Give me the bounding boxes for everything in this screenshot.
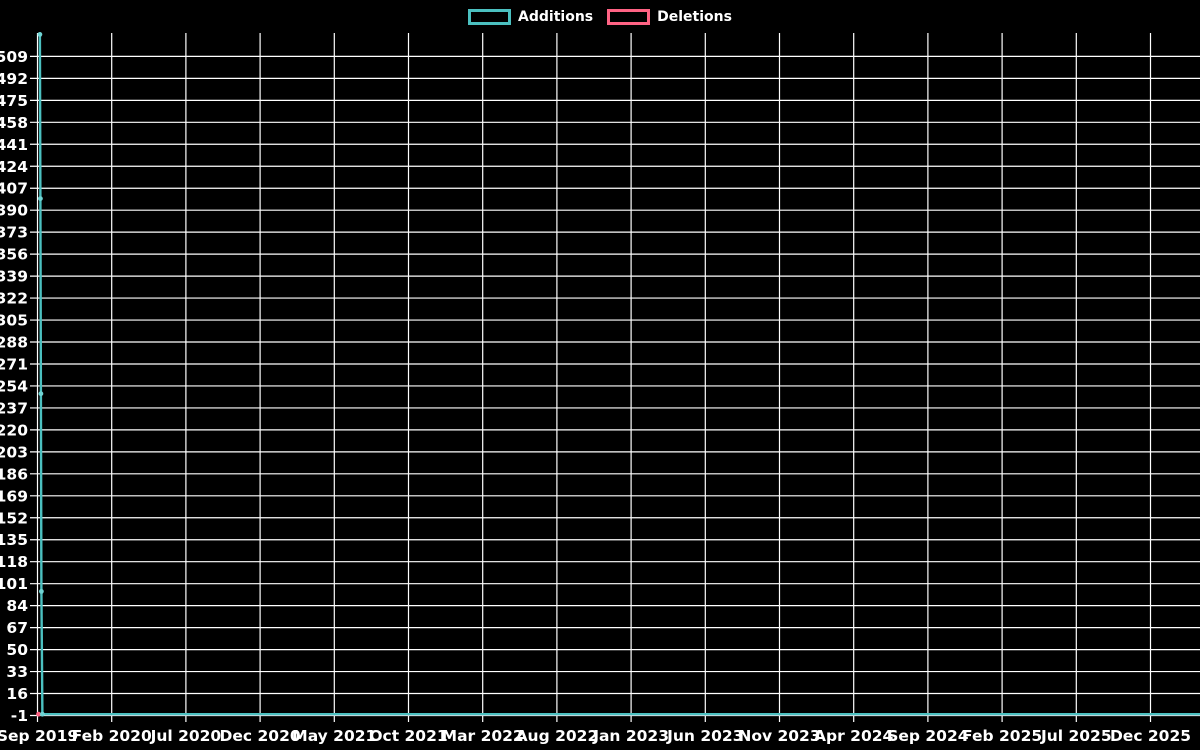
y-tick-label: 135 [0, 531, 28, 549]
y-tick-label: 475 [0, 92, 28, 110]
x-tick-label: Jun 2023 [666, 727, 743, 745]
y-tick-label: 237 [0, 399, 28, 417]
y-tick-label: 390 [0, 202, 28, 220]
y-tick-label: 339 [0, 268, 28, 286]
deletions-swatch-icon [607, 9, 651, 25]
x-tick-label: Oct 2021 [369, 727, 447, 745]
y-tick-label: 305 [0, 312, 28, 330]
x-tick-label: Sep 2024 [887, 727, 969, 745]
x-tick-label: Mar 2022 [442, 727, 524, 745]
y-tick-label: 84 [6, 597, 28, 615]
y-tick-label: 288 [0, 334, 28, 352]
y-tick-label: 50 [6, 641, 28, 659]
y-tick-label: 424 [0, 158, 28, 176]
y-tick-label: 509 [0, 48, 28, 66]
y-tick-label: 254 [0, 377, 28, 395]
x-tick-label: Sep 2019 [0, 727, 78, 745]
data-point-additions [38, 196, 43, 202]
data-point-additions [38, 391, 44, 397]
x-tick-label: May 2021 [292, 727, 376, 745]
legend-item-deletions[interactable]: Deletions [607, 9, 732, 25]
y-tick-label: 101 [0, 575, 28, 593]
y-tick-label: 271 [0, 355, 28, 373]
x-tick-label: Dec 2020 [220, 727, 301, 745]
y-tick-label: 322 [0, 290, 28, 308]
x-tick-label: Jul 2020 [150, 727, 222, 745]
additions-swatch-icon [468, 9, 512, 25]
y-tick-label: 356 [0, 246, 28, 264]
y-tick-label: 152 [0, 509, 28, 527]
x-tick-label: Jan 2023 [592, 727, 669, 745]
y-tick-label: 441 [0, 136, 28, 154]
y-tick-label: 203 [0, 443, 28, 461]
x-tick-label: Apr 2024 [814, 727, 893, 745]
y-tick-label: 220 [0, 421, 28, 439]
x-tick-label: Dec 2025 [1110, 727, 1191, 745]
y-tick-label: 33 [6, 663, 28, 681]
x-tick-label: Feb 2020 [72, 727, 152, 745]
y-tick-label: 118 [0, 553, 28, 571]
y-tick-label: 169 [0, 487, 28, 505]
legend-label-additions: Additions [518, 9, 594, 25]
y-tick-label: 458 [0, 114, 28, 132]
y-tick-label: 373 [0, 224, 28, 242]
y-tick-label: 186 [0, 465, 28, 483]
y-tick-label: 407 [0, 180, 28, 198]
data-point-additions [39, 589, 44, 594]
series-line-additions [38, 34, 1200, 716]
x-tick-label: Aug 2022 [516, 727, 599, 745]
y-tick-label: 16 [6, 685, 28, 703]
y-tick-label: 492 [0, 70, 28, 88]
y-tick-label: 67 [6, 619, 28, 637]
x-tick-label: Feb 2025 [962, 727, 1042, 745]
x-tick-label: Nov 2023 [738, 727, 820, 745]
chart-legend: Additions Deletions [0, 9, 1200, 25]
legend-item-additions[interactable]: Additions [468, 9, 593, 25]
data-point-additions [37, 32, 43, 37]
legend-label-deletions: Deletions [657, 9, 732, 25]
data-point-additions [40, 711, 45, 717]
x-tick-label: Jul 2025 [1040, 727, 1112, 745]
y-tick-label: -1 [11, 707, 28, 725]
data-point-deletions [36, 711, 41, 717]
